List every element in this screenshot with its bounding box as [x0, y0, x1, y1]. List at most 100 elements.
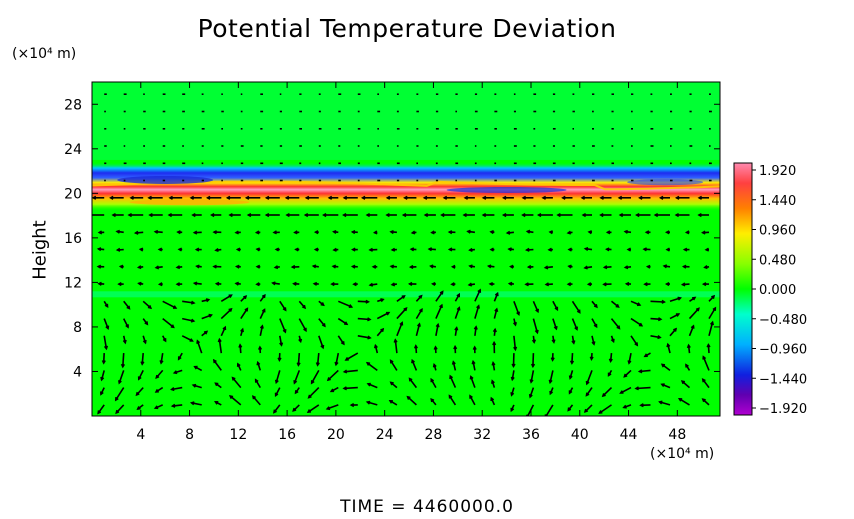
wind-arrowhead [331, 264, 337, 269]
wind-arrowhead [701, 398, 706, 403]
wind-arrowhead [618, 212, 624, 218]
wind-arrow [171, 386, 183, 391]
wind-arrow [316, 353, 320, 366]
wind-arrow [366, 401, 378, 406]
wind-arrowhead [365, 400, 371, 405]
wind-arrow [367, 383, 378, 389]
wind-arrowhead [274, 247, 280, 252]
wind-arrowhead [610, 338, 615, 344]
wind-arrowhead [193, 365, 198, 370]
wind-arrowhead [172, 305, 178, 309]
wind-arrowhead [137, 376, 142, 381]
wind-arrowhead [214, 382, 219, 387]
wind-arrowhead [342, 212, 347, 218]
wind-arrowhead [512, 322, 517, 327]
wind-arrowhead [115, 409, 120, 415]
wind-arrowhead [342, 195, 348, 200]
wind-arrowhead [105, 325, 110, 330]
wind-arrowhead [208, 313, 213, 318]
wind-arrowhead [154, 388, 159, 393]
wind-arrowhead [367, 317, 372, 322]
wind-arrowhead [147, 305, 153, 310]
wind-arrowhead [602, 265, 608, 270]
wind-arrowhead [303, 327, 307, 333]
wind-arrowhead [601, 393, 606, 398]
wind-arrowhead [431, 281, 436, 286]
x-tick-label: 28 [425, 427, 443, 443]
wind-arrowhead [524, 282, 529, 287]
wind-arrowhead [553, 325, 558, 331]
wind-arrowhead [332, 229, 337, 234]
wind-arrow [252, 395, 261, 406]
wind-arrowhead [450, 264, 456, 269]
wind-arrowhead [674, 195, 680, 200]
wind-arrow [650, 335, 661, 339]
wind-arrowhead [623, 229, 628, 234]
wind-arrowhead [231, 376, 236, 381]
wind-arrow [337, 335, 345, 345]
wind-arrow [708, 321, 714, 337]
temperature-bands [92, 162, 720, 212]
wind-arrowhead [561, 195, 566, 200]
upper-haze [92, 82, 720, 160]
wind-arrowhead [380, 327, 385, 333]
wind-arrowhead [157, 282, 163, 287]
wind-arrow [213, 359, 222, 371]
wind-arrowhead [550, 357, 555, 362]
wind-arrowhead [536, 212, 542, 218]
wind-arrowhead [244, 195, 250, 200]
wind-arrow [298, 318, 307, 332]
wind-arrowhead [589, 356, 594, 361]
x-tick-label: 8 [185, 427, 194, 443]
wind-arrow [661, 383, 671, 389]
wind-arrowhead [467, 282, 473, 287]
wind-arrowhead [332, 247, 337, 252]
wind-arrowhead [432, 362, 437, 368]
wind-arrowhead [409, 247, 415, 252]
wind-arrowhead [390, 247, 396, 252]
wind-arrowhead [463, 195, 468, 200]
wind-arrowhead [511, 363, 516, 369]
wind-arrowhead [427, 247, 433, 252]
wind-arrowhead [140, 361, 145, 366]
wind-arrow [571, 353, 574, 364]
wind-arrowhead [155, 374, 160, 380]
wind-arrow [376, 328, 384, 337]
wind-arrowhead [418, 294, 423, 299]
wind-arrowhead [605, 230, 611, 235]
wind-arrowhead [486, 264, 492, 269]
wind-arrow [659, 401, 671, 406]
wind-arrowhead [419, 307, 423, 313]
wind-arrowhead [292, 407, 297, 412]
wind-arrowhead [477, 288, 482, 293]
wind-arrowhead [154, 265, 160, 270]
wind-arrow [182, 317, 195, 322]
wind-arrowhead [389, 359, 394, 364]
wind-arrowhead [153, 229, 159, 234]
wind-arrowhead [643, 353, 648, 358]
wind-arrow [279, 335, 283, 346]
wind-arrow [513, 301, 520, 315]
wind-arrowhead [138, 247, 144, 252]
wind-arrowhead [624, 281, 630, 286]
wind-arrowhead [619, 390, 624, 394]
wind-arrowhead [303, 212, 309, 218]
wind-arrowhead [125, 324, 129, 329]
wind-arrow [357, 335, 371, 339]
wind-arrow [678, 398, 690, 406]
wind-arrowhead [680, 282, 686, 287]
wind-arrowhead [645, 264, 651, 269]
wind-arrowhead [342, 369, 348, 374]
wind-arrowhead [251, 395, 256, 400]
wind-arrow [406, 396, 417, 406]
wind-arrowhead [228, 212, 233, 218]
wind-arrowhead [501, 212, 507, 218]
wind-arrowhead [411, 358, 415, 364]
wind-arrowhead [410, 230, 416, 235]
wind-arrow [415, 323, 421, 337]
wind-arrowhead [456, 306, 461, 311]
wind-arrowhead [117, 281, 122, 287]
wind-arrowhead [468, 264, 473, 269]
wind-arrowhead [191, 212, 196, 218]
